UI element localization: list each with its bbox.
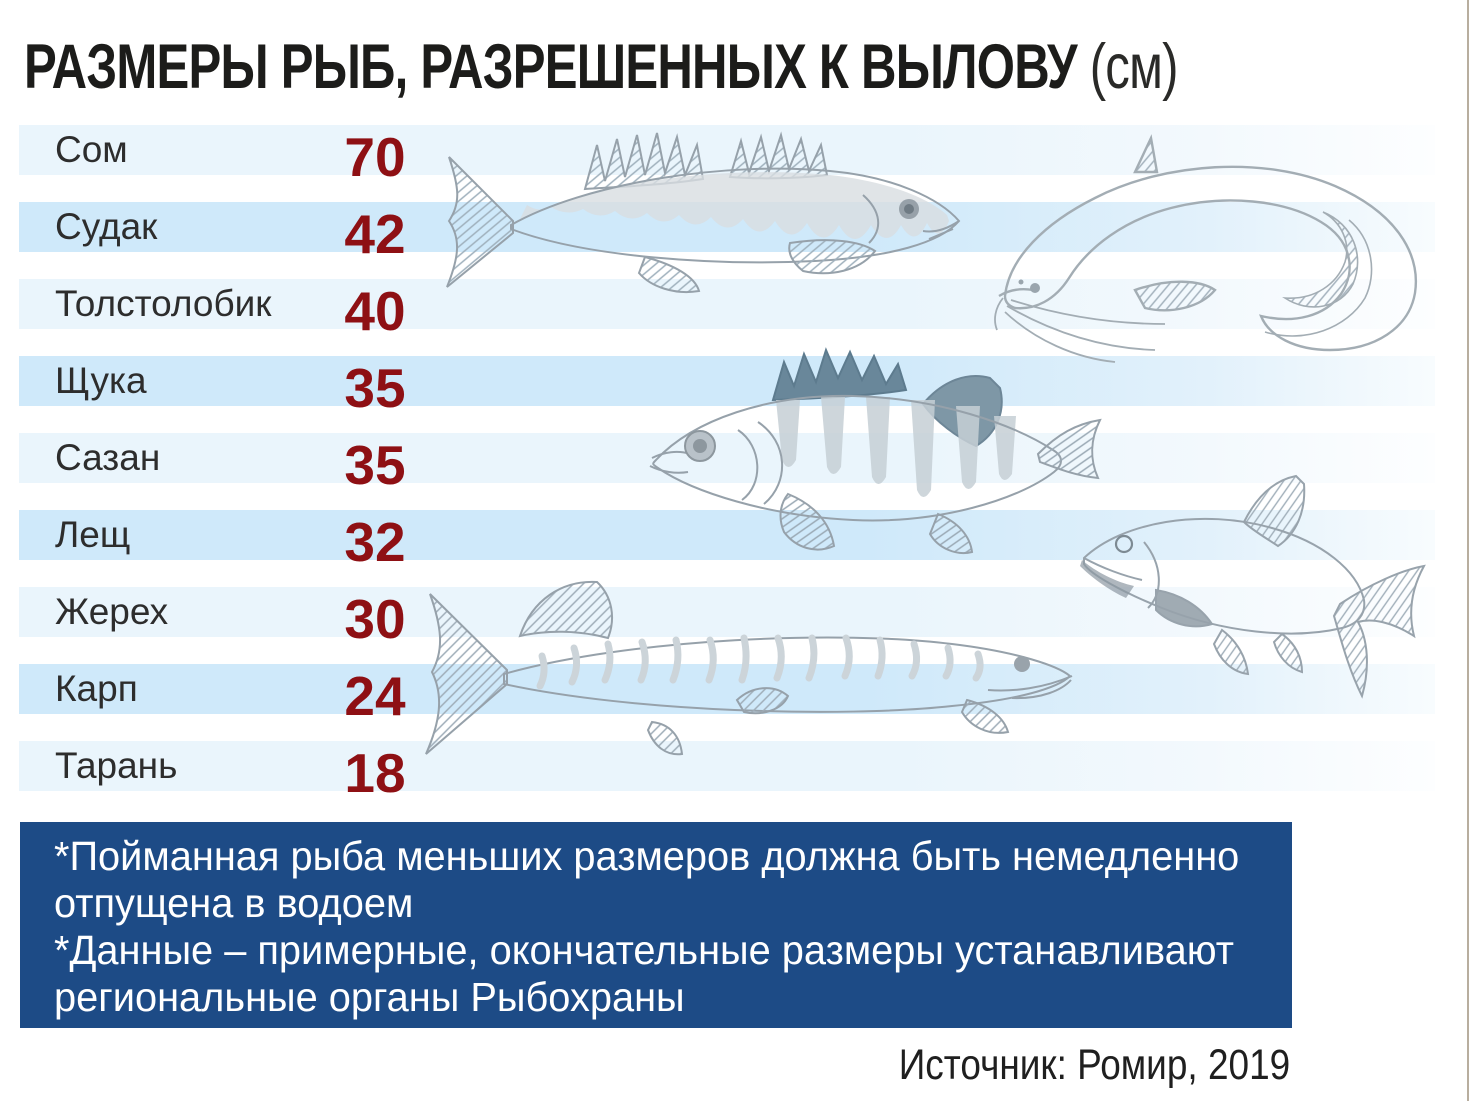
table-row: Сом 70 <box>19 125 1435 185</box>
fish-size-value: 35 <box>344 357 406 419</box>
source-text: Источник: Ромир, 2019 <box>898 1041 1290 1089</box>
fish-name: Карп <box>55 668 138 709</box>
fish-size-table: Сом 70 Судак 42 Толстолобик 40 Щука 35 С… <box>19 125 1435 801</box>
fish-name: Сом <box>55 129 128 170</box>
fish-name: Судак <box>55 206 158 247</box>
fish-size-value: 42 <box>344 203 406 265</box>
fish-name: Сазан <box>55 437 161 478</box>
fish-size-value: 30 <box>344 588 406 650</box>
table-row: Тарань 18 <box>19 741 1435 801</box>
fish-name: Жерех <box>55 591 169 632</box>
page-title: РАЗМЕРЫ РЫБ, РАЗРЕШЕННЫХ К ВЫЛОВУ (см) <box>24 36 1471 99</box>
table-row: Жерех 30 <box>19 587 1435 647</box>
footnote-line: региональные органы Рыбохраны <box>54 974 685 1020</box>
source-line: Источник: Ромир, 2019 <box>690 1042 1290 1088</box>
page-title-text: РАЗМЕРЫ РЫБ, РАЗРЕШЕННЫХ К ВЫЛОВУ <box>24 32 1090 102</box>
table-row: Судак 42 <box>19 202 1435 262</box>
page-title-unit: (см) <box>1089 32 1179 102</box>
fish-size-value: 35 <box>344 434 406 496</box>
table-row: Карп 24 <box>19 664 1435 724</box>
table-row: Толстолобик 40 <box>19 279 1435 339</box>
fish-name: Толстолобик <box>55 283 272 324</box>
fish-size-value: 24 <box>344 665 406 727</box>
table-row: Лещ 32 <box>19 510 1435 570</box>
fish-size-value: 18 <box>344 742 406 804</box>
fish-name: Лещ <box>55 514 131 555</box>
fish-name: Щука <box>55 360 147 401</box>
fish-size-value: 40 <box>344 280 406 342</box>
footnote-box: *Пойманная рыба меньших размеров должна … <box>20 822 1292 1028</box>
footnote-text: *Пойманная рыба меньших размеров должна … <box>54 833 1239 1021</box>
footnote-line: *Данные – примерные, окончательные разме… <box>54 927 1234 973</box>
fish-name: Тарань <box>55 745 178 786</box>
footnote-line: *Пойманная рыба меньших размеров должна … <box>54 833 1240 879</box>
fish-size-value: 32 <box>344 511 406 573</box>
footnote-line: отпущена в водоем <box>54 880 414 926</box>
fish-size-value: 70 <box>344 126 406 188</box>
table-row: Сазан 35 <box>19 433 1435 493</box>
table-row: Щука 35 <box>19 356 1435 416</box>
page-edge-line <box>1467 0 1469 1101</box>
